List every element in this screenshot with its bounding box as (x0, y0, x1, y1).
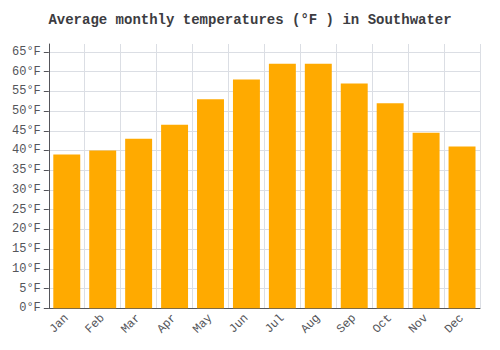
svg-text:Feb: Feb (82, 311, 107, 336)
svg-text:15°F: 15°F (12, 242, 41, 256)
svg-text:Nov: Nov (406, 311, 431, 336)
svg-text:Dec: Dec (442, 311, 467, 336)
svg-text:Oct: Oct (370, 311, 395, 336)
svg-text:Sep: Sep (334, 311, 359, 336)
svg-text:50°F: 50°F (12, 104, 41, 118)
svg-text:May: May (190, 311, 215, 336)
svg-text:Jan: Jan (47, 311, 72, 336)
svg-text:Jun: Jun (226, 311, 251, 336)
svg-text:65°F: 65°F (12, 45, 41, 59)
svg-text:25°F: 25°F (12, 203, 41, 217)
svg-text:Mar: Mar (118, 311, 143, 336)
svg-text:20°F: 20°F (12, 222, 41, 236)
svg-text:35°F: 35°F (12, 163, 41, 177)
svg-text:60°F: 60°F (12, 65, 41, 79)
svg-text:Apr: Apr (154, 311, 179, 336)
svg-text:Average monthly temperatures (: Average monthly temperatures (°F ) in So… (48, 12, 451, 28)
svg-text:55°F: 55°F (12, 84, 41, 98)
svg-text:0°F: 0°F (19, 301, 41, 315)
svg-text:Aug: Aug (298, 311, 323, 336)
svg-text:5°F: 5°F (19, 282, 41, 296)
svg-text:45°F: 45°F (12, 124, 41, 138)
svg-text:10°F: 10°F (12, 262, 41, 276)
svg-text:30°F: 30°F (12, 183, 41, 197)
svg-text:Jul: Jul (262, 311, 287, 336)
svg-text:40°F: 40°F (12, 143, 41, 157)
